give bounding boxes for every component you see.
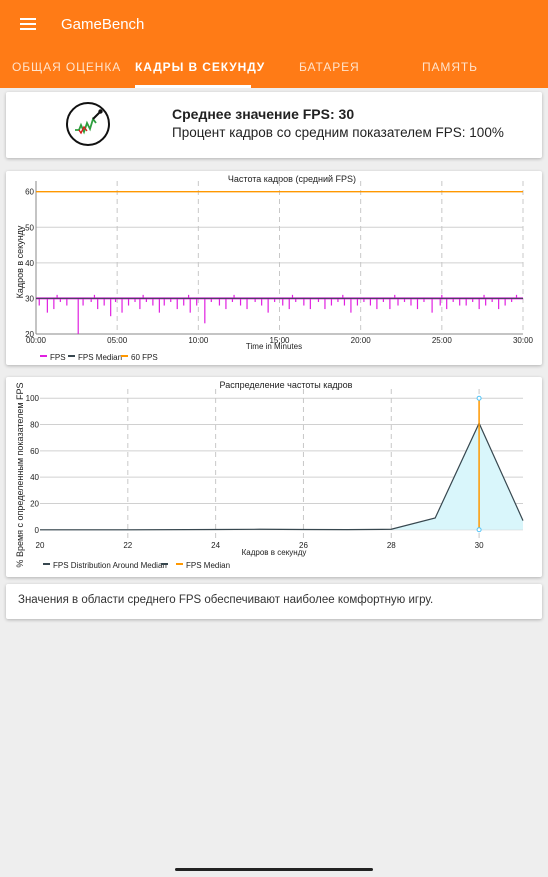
x-tick-label: 20:00 [351,336,372,345]
legend-fps-distribution: FPS Distribution Around Median [53,561,167,570]
fps-summary-card: Среднее значение FPS: 30 Процент кадров … [6,92,542,158]
x-tick-label: 30 [475,541,484,550]
x-axis-label: Time in Minutes [246,342,302,351]
fps-timeline-card: Частота кадров (средний FPS) Кадров в се… [6,171,542,365]
y-tick-label: 60 [25,188,34,197]
app-bar: GameBench ОБЩАЯ ОЦЕНКА КАДРЫ В СЕКУНДУ Б… [0,0,548,88]
info-card: Значения в области среднего FPS обеспечи… [6,584,542,619]
y-tick-label: 50 [25,223,34,232]
x-tick-label: 00:00 [26,336,47,345]
x-tick-label: 05:00 [107,336,128,345]
legend-swatch-distribution-marker [161,563,168,565]
y-tick-label: 40 [25,259,34,268]
legend-fps: FPS [50,353,66,362]
y-tick-label: 20 [30,499,39,508]
x-axis-label: Кадров в секунду [242,548,307,557]
chart-legend: FPS FPS Median 60 FPS [40,353,158,362]
info-text: Значения в области среднего FPS обеспечи… [18,594,434,606]
x-tick-label: 20 [36,541,45,550]
y-tick-label: 0 [35,526,40,535]
legend-swatch-fps [40,355,47,357]
y-tick-label: 80 [30,421,39,430]
gesture-navigation-bar[interactable] [175,868,373,871]
y-tick-label: 60 [30,447,39,456]
y-tick-label: 100 [26,394,40,403]
tab-memory[interactable]: ПАМЯТЬ [422,60,478,74]
chart-title: Распределение частоты кадров [220,380,353,390]
distribution-line [40,421,524,531]
distribution-area [40,423,523,530]
median-bottom-point [476,527,482,533]
tab-bar: ОБЩАЯ ОЦЕНКА КАДРЫ В СЕКУНДУ БАТАРЕЯ ПАМ… [0,54,548,88]
x-tick-label: 26 [299,541,308,550]
tab-overview[interactable]: ОБЩАЯ ОЦЕНКА [12,60,122,74]
median-top-point [476,395,482,401]
average-fps-title: Среднее значение FPS: 30 [172,106,355,122]
legend-swatch-median [68,355,75,357]
chart-legend: FPS Distribution Around Median FPS Media… [43,561,230,570]
y-tick-label: 20 [25,330,34,339]
x-tick-label: 15:00 [269,336,290,345]
x-tick-label: 22 [123,541,132,550]
x-tick-label: 24 [211,541,220,550]
legend-swatch-median [176,563,183,565]
legend-60-fps: 60 FPS [131,353,158,362]
x-tick-label: 10:00 [188,336,209,345]
legend-swatch-60fps [121,355,128,357]
chart-title: Частота кадров (средний FPS) [228,174,356,184]
legend-fps-median: FPS Median [78,353,122,362]
tab-fps[interactable]: КАДРЫ В СЕКУНДУ [135,60,266,74]
tab-battery[interactable]: БАТАРЕЯ [299,60,360,74]
y-tick-label: 30 [25,294,34,303]
y-tick-label: 40 [30,473,39,482]
gamebench-gauge-logo-icon [66,102,110,146]
fps-distribution-card: Распределение частоты кадров % Время с о… [6,377,542,577]
fps-distribution-chart: Распределение частоты кадров % Время с о… [15,380,524,570]
average-fps-percent: Процент кадров со средним показателем FP… [172,125,504,140]
legend-fps-median: FPS Median [186,561,230,570]
app-title: GameBench [61,16,145,33]
x-tick-label: 30:00 [513,336,534,345]
hamburger-menu-icon[interactable] [20,16,36,32]
active-tab-indicator [135,85,251,88]
y-axis-label: Кадров в секунду [15,225,25,298]
fps-timeline-chart: Частота кадров (средний FPS) Кадров в се… [15,174,534,362]
x-tick-label: 25:00 [432,336,453,345]
y-axis-label: % Время с определенным показателем FPS [15,382,25,567]
x-tick-label: 28 [387,541,396,550]
legend-swatch-distribution [43,563,50,565]
